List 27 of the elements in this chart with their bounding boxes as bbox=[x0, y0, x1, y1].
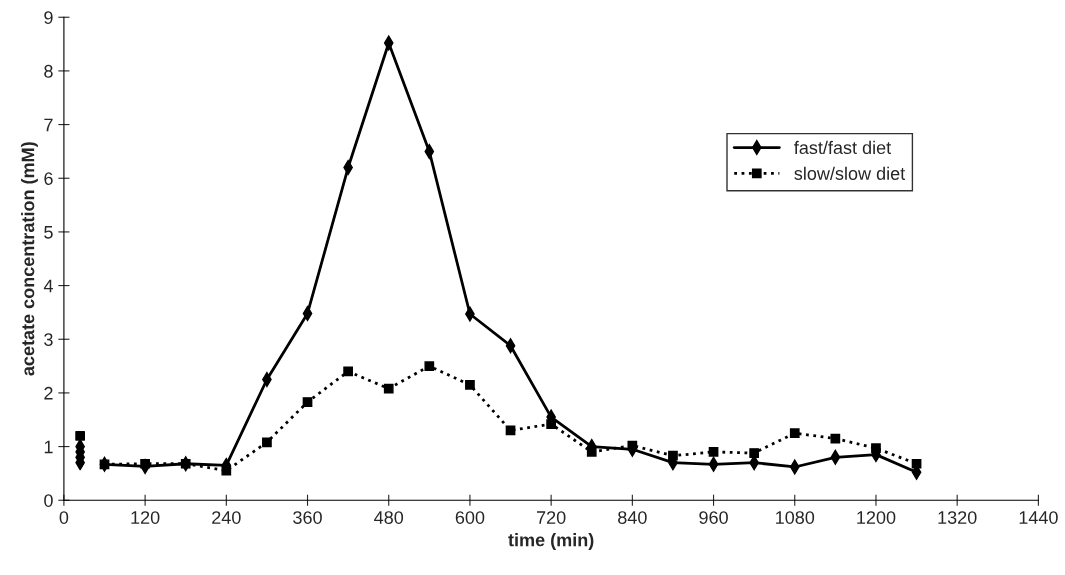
x-tick-label: 1200 bbox=[857, 511, 896, 524]
y-axis-title: acetate concentration (mM) bbox=[21, 142, 38, 376]
x-tick-label: 360 bbox=[293, 511, 322, 524]
y-tick-label: 6 bbox=[44, 172, 53, 185]
x-tick-label: 960 bbox=[699, 511, 728, 524]
x-tick-label: 840 bbox=[618, 511, 647, 524]
x-tick-label: 0 bbox=[59, 511, 69, 524]
y-tick-label: 7 bbox=[44, 118, 53, 132]
x-tick-label: 600 bbox=[455, 511, 485, 524]
y-tick-label: 9 bbox=[44, 11, 53, 24]
legend-label: slow/slow diet bbox=[794, 166, 906, 180]
x-tick-label: 240 bbox=[212, 511, 241, 524]
y-tick-label: 3 bbox=[44, 333, 53, 346]
x-tick-label: 1320 bbox=[938, 511, 977, 524]
x-tick-label: 1440 bbox=[1019, 511, 1058, 524]
y-tick-label: 8 bbox=[44, 64, 53, 78]
x-axis-title: time (min) bbox=[508, 533, 594, 550]
y-tick-label: 4 bbox=[43, 279, 53, 293]
y-tick-label: 1 bbox=[44, 440, 53, 454]
x-tick-label: 720 bbox=[537, 511, 566, 524]
y-tick-label: 0 bbox=[44, 494, 53, 507]
x-tick-label: 1080 bbox=[776, 511, 815, 524]
x-tick-label: 480 bbox=[374, 511, 404, 524]
y-tick-label: 5 bbox=[44, 226, 53, 239]
x-tick-label: 120 bbox=[131, 511, 160, 524]
legend-label: fast/fast diet bbox=[794, 140, 892, 155]
y-tick-label: 2 bbox=[44, 386, 53, 400]
